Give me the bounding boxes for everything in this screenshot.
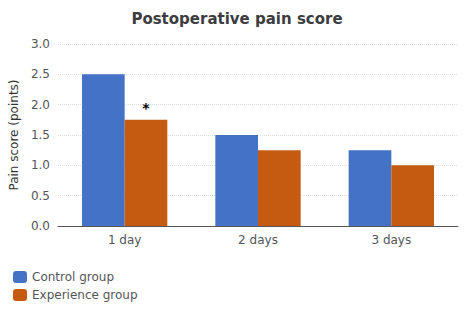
svg-text:*: *	[142, 100, 150, 116]
svg-text:2.5: 2.5	[31, 67, 50, 81]
svg-text:3 days: 3 days	[371, 233, 411, 247]
svg-text:1 day: 1 day	[108, 233, 142, 247]
svg-text:0.0: 0.0	[31, 219, 50, 233]
svg-text:0.5: 0.5	[31, 189, 50, 203]
svg-text:Control group: Control group	[32, 270, 114, 284]
svg-text:Postoperative pain score: Postoperative pain score	[131, 10, 342, 28]
svg-text:2.0: 2.0	[31, 98, 50, 112]
svg-text:2 days: 2 days	[238, 233, 278, 247]
svg-text:3.0: 3.0	[31, 37, 50, 51]
svg-text:Pain score (points): Pain score (points)	[7, 79, 21, 190]
svg-text:1.5: 1.5	[31, 128, 50, 142]
svg-text:Experience group: Experience group	[32, 288, 138, 302]
svg-text:1.0: 1.0	[31, 158, 50, 172]
